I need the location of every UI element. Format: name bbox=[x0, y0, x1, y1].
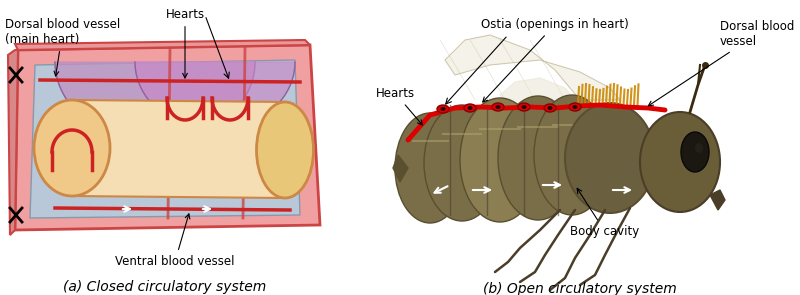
Text: Dorsal blood
vessel: Dorsal blood vessel bbox=[648, 20, 794, 106]
Text: Ostia (openings in heart): Ostia (openings in heart) bbox=[481, 18, 629, 102]
Ellipse shape bbox=[498, 96, 578, 220]
Ellipse shape bbox=[534, 95, 610, 215]
Ellipse shape bbox=[467, 106, 473, 110]
Ellipse shape bbox=[640, 112, 720, 212]
Ellipse shape bbox=[495, 105, 501, 109]
Polygon shape bbox=[8, 50, 18, 235]
Ellipse shape bbox=[395, 113, 465, 223]
Text: Dorsal blood vessel
(main heart): Dorsal blood vessel (main heart) bbox=[5, 18, 120, 76]
Text: Ventral blood vessel: Ventral blood vessel bbox=[115, 214, 234, 268]
Ellipse shape bbox=[460, 98, 540, 222]
Ellipse shape bbox=[569, 103, 581, 111]
Ellipse shape bbox=[573, 105, 578, 109]
Text: Body cavity: Body cavity bbox=[570, 189, 640, 238]
Polygon shape bbox=[393, 155, 408, 182]
Polygon shape bbox=[55, 62, 255, 142]
Polygon shape bbox=[15, 45, 320, 230]
Ellipse shape bbox=[522, 105, 526, 109]
Ellipse shape bbox=[424, 105, 500, 221]
Text: Hearts: Hearts bbox=[376, 87, 422, 125]
Ellipse shape bbox=[565, 103, 655, 213]
Polygon shape bbox=[135, 62, 295, 130]
Text: (a) Closed circulatory system: (a) Closed circulatory system bbox=[63, 280, 266, 294]
Ellipse shape bbox=[681, 132, 709, 172]
Ellipse shape bbox=[257, 102, 314, 198]
Polygon shape bbox=[15, 40, 310, 50]
Ellipse shape bbox=[695, 143, 703, 153]
Text: Hearts: Hearts bbox=[166, 8, 205, 78]
Polygon shape bbox=[72, 100, 285, 198]
Polygon shape bbox=[445, 35, 620, 100]
Polygon shape bbox=[500, 78, 585, 108]
Ellipse shape bbox=[34, 100, 110, 196]
Ellipse shape bbox=[464, 104, 476, 112]
Text: (b) Open circulatory system: (b) Open circulatory system bbox=[483, 282, 677, 295]
Polygon shape bbox=[30, 60, 300, 218]
Ellipse shape bbox=[441, 107, 446, 111]
Ellipse shape bbox=[437, 105, 449, 113]
Ellipse shape bbox=[492, 103, 504, 111]
Ellipse shape bbox=[544, 104, 556, 112]
Ellipse shape bbox=[518, 103, 530, 111]
Ellipse shape bbox=[547, 106, 553, 110]
Polygon shape bbox=[710, 190, 725, 210]
